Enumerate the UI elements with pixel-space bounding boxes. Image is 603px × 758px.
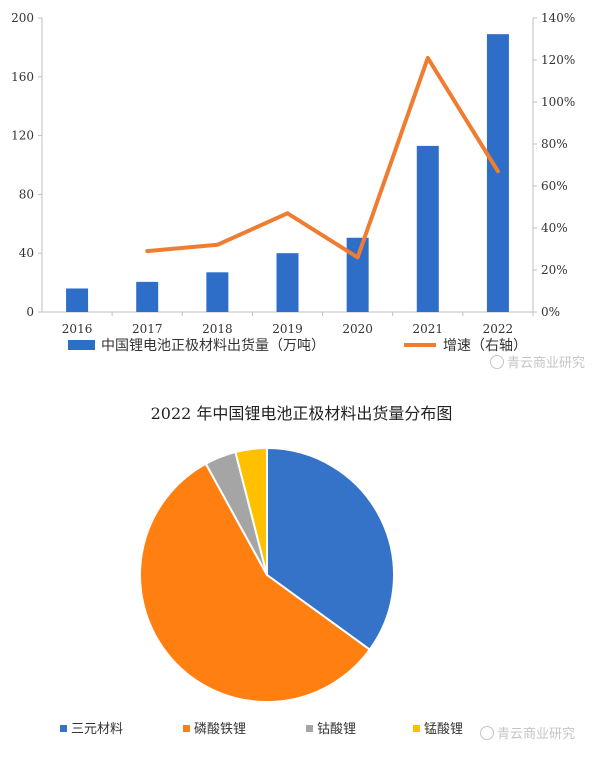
watermark-icon — [480, 726, 494, 740]
legend-swatch — [413, 725, 420, 732]
right-tick-label: 60% — [541, 179, 568, 193]
legend-label-line: 增速（右轴） — [443, 338, 527, 354]
x-tick-label: 2021 — [413, 322, 444, 336]
pie-slice — [234, 446, 268, 576]
legend-label: 磷酸铁锂 — [194, 722, 246, 737]
right-tick-label: 40% — [541, 221, 568, 235]
bar — [206, 272, 229, 312]
legend-swatch — [306, 725, 313, 732]
bar — [346, 237, 369, 312]
growth-line — [145, 55, 500, 260]
legend-label: 钴酸锂 — [317, 722, 356, 737]
right-tick-label: 120% — [541, 53, 575, 67]
watermark: 青云商业研究 — [490, 352, 585, 371]
left-tick-label: 120 — [11, 129, 34, 143]
right-tick-label: 20% — [541, 263, 568, 277]
legend-label-bar: 中国锂电池正极材料出货量（万吨） — [101, 337, 325, 354]
watermark: 青云商业研究 — [480, 723, 575, 742]
right-tick-label: 140% — [541, 11, 575, 25]
left-tick-label: 160 — [11, 70, 34, 84]
left-tick-label: 80 — [19, 187, 34, 201]
legend-swatch — [60, 725, 67, 732]
left-tick-label: 0 — [26, 305, 34, 319]
bar — [276, 253, 299, 312]
combo-chart: 0 40 80 120 160 200 0% 20% 40% 60% 80% 100% 120% 140%… — [0, 0, 603, 371]
left-tick-label: 200 — [11, 11, 34, 25]
legend-swatch-bar — [68, 340, 95, 350]
right-tick-label: 80% — [541, 137, 568, 151]
pie-chart: 2022 年中国锂电池正极材料出货量分布图 三元材料 磷酸铁锂 钴酸锂 锰酸锂 青云商… — [0, 380, 603, 758]
pie-slice — [139, 462, 372, 703]
pie-slice — [266, 446, 395, 652]
pie-chart-title: 2022 年中国锂电池正极材料出货量分布图 — [150, 404, 453, 423]
legend-label: 锰酸锂 — [424, 722, 463, 737]
bar — [66, 288, 89, 312]
x-tick-label: 2022 — [483, 322, 514, 336]
bar — [136, 281, 159, 312]
pie-chart-svg: 三元材料 磷酸铁锂 钴酸锂 锰酸锂 — [60, 446, 463, 737]
x-tick-label: 2016 — [62, 322, 93, 336]
watermark-icon — [490, 355, 504, 369]
right-tick-label: 100% — [541, 95, 575, 109]
bar — [416, 145, 439, 312]
right-tick-label: 0% — [541, 305, 560, 319]
legend-label: 三元材料 — [71, 722, 123, 737]
x-tick-label: 2020 — [342, 322, 373, 336]
left-tick-label: 40 — [19, 246, 34, 260]
legend-swatch — [183, 725, 190, 732]
x-tick-label: 2017 — [132, 322, 163, 336]
x-tick-label: 2018 — [202, 322, 233, 336]
combo-chart-svg: 0 40 80 120 160 200 0% 20% 40% 60% 80% 100% 120% 140%… — [11, 11, 575, 354]
x-tick-label: 2019 — [272, 322, 303, 336]
